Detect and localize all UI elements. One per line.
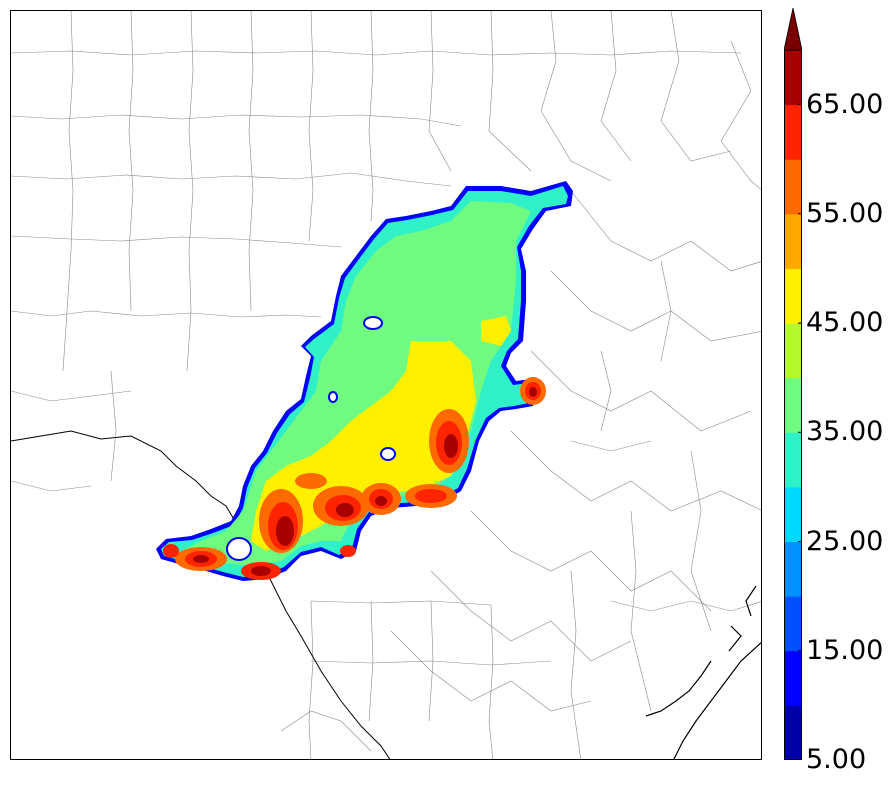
reflectivity-cores (163, 377, 546, 580)
colorbar-segment (784, 377, 802, 433)
colorbar-segment (784, 650, 802, 706)
colorbar-segment (784, 268, 802, 324)
colorbar-segment (784, 50, 802, 106)
reflectivity-holes (226, 316, 396, 561)
colorbar-segment (784, 323, 802, 379)
county-lines (11, 11, 761, 759)
colorbar-tick-label: 65.00 (806, 88, 884, 120)
reflectivity-45dbz-north (481, 316, 511, 346)
coastline (645, 585, 761, 759)
map-svg (11, 11, 761, 759)
colorbar-segment (784, 159, 802, 215)
colorbar-tick-label: 45.00 (806, 307, 884, 339)
colorbar-segment (784, 486, 802, 543)
colorbar-segment (784, 432, 802, 488)
colorbar-segment (784, 705, 802, 760)
colorbar-tick-label: 5.00 (806, 744, 867, 775)
map-panel (10, 10, 762, 760)
colorbar-segment (784, 213, 802, 269)
colorbar-tick-label: 35.00 (806, 416, 884, 448)
reflectivity-45dbz (251, 341, 476, 551)
colorbar-segment (784, 541, 802, 597)
colorbar-extend-arrow (784, 8, 802, 51)
colorbar-tick-label: 25.00 (806, 525, 884, 557)
colorbar-tick-label: 55.00 (806, 197, 884, 229)
colorbar (784, 8, 802, 760)
colorbar-segment (784, 596, 802, 652)
colorbar-tick-label: 15.00 (806, 634, 884, 666)
reflectivity-field (156, 181, 573, 581)
colorbar-segment (784, 104, 802, 160)
